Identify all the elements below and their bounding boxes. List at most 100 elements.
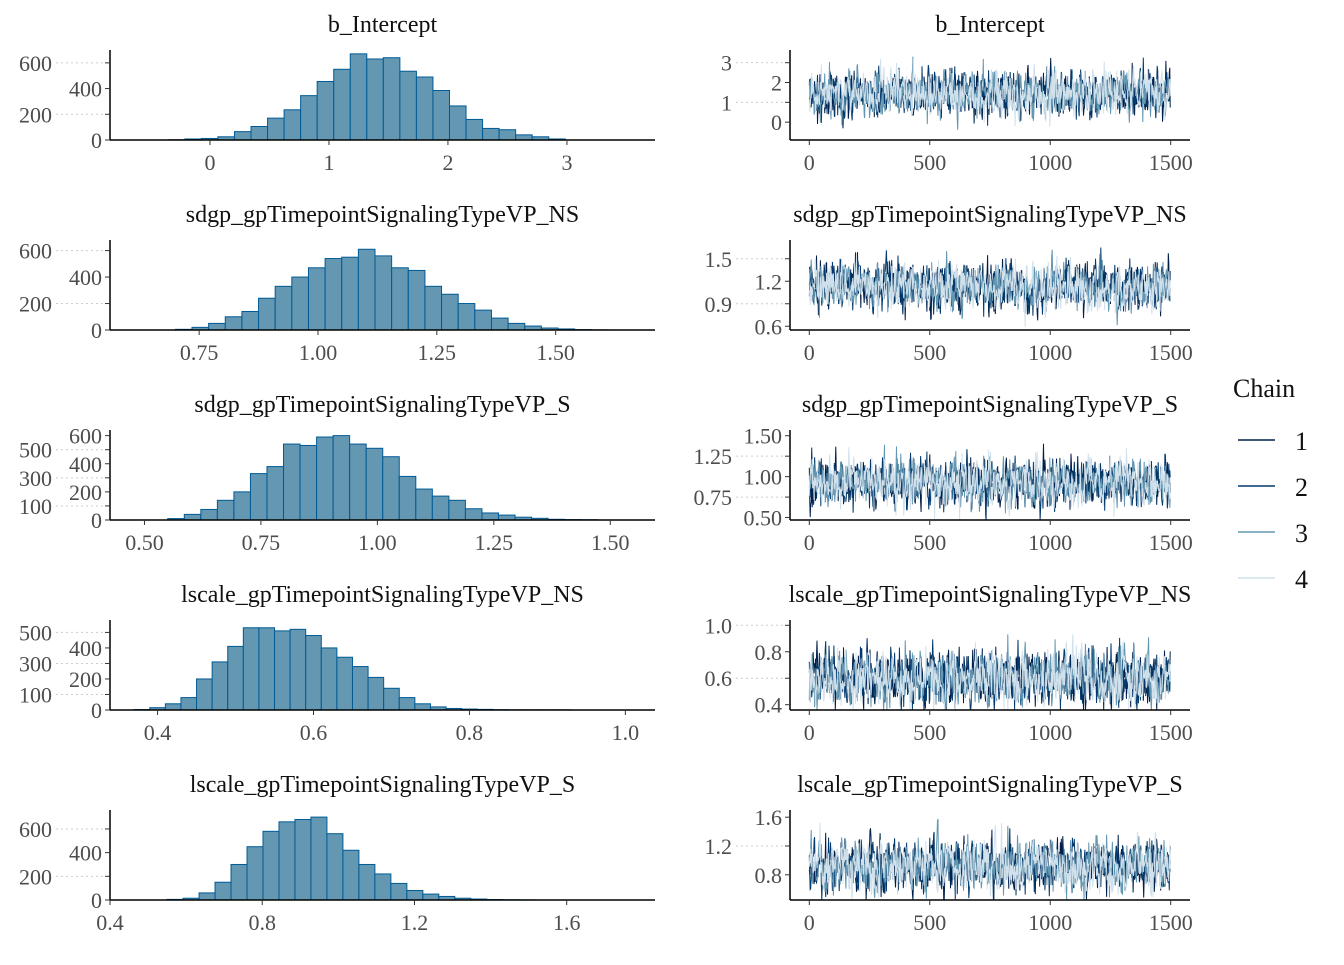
y-tick-label: 0.9 [705, 292, 733, 317]
histogram-bar [483, 128, 500, 140]
histogram-bar [306, 636, 322, 710]
histogram-bar [375, 874, 391, 900]
histogram-bar [415, 704, 431, 710]
trace-title: sdgp_gpTimepointSignalingTypeVP_NS [793, 202, 1186, 228]
histogram-bar [225, 317, 242, 330]
x-tick-label: 0.8 [456, 720, 484, 745]
y-tick-label: 0 [91, 888, 102, 913]
histogram-bar [165, 704, 181, 710]
histogram-bar [375, 256, 392, 330]
x-tick-label: 1.0 [612, 720, 640, 745]
histogram-bar [416, 77, 433, 140]
y-tick-label: 500 [19, 620, 52, 645]
histogram-bar [491, 318, 508, 330]
y-tick-label: 400 [69, 77, 102, 102]
histogram-bar [392, 268, 409, 330]
x-tick-label: 0 [804, 720, 815, 745]
y-tick-label: 1.25 [694, 444, 733, 469]
histogram-bar [201, 509, 218, 520]
x-tick-label: 500 [913, 150, 946, 175]
histogram-bar [432, 496, 449, 520]
x-tick-label: 1.2 [401, 910, 429, 935]
histogram-bar [368, 677, 384, 710]
x-tick-label: 0.75 [242, 530, 281, 555]
y-tick-label: 200 [19, 864, 52, 889]
histogram-bar [231, 864, 247, 900]
y-tick-label: 600 [69, 424, 102, 449]
histogram-bar [423, 894, 439, 900]
histogram-bar [333, 436, 350, 520]
histogram-bar [359, 864, 375, 900]
legend-label: 3 [1295, 519, 1308, 548]
histogram-bar [228, 646, 244, 710]
x-tick-label: 500 [913, 910, 946, 935]
histogram-bar [263, 831, 279, 900]
x-tick-label: 2 [442, 150, 453, 175]
histogram-bar [449, 106, 466, 140]
x-tick-label: 0 [804, 150, 815, 175]
x-tick-label: 0.6 [300, 720, 328, 745]
histogram-bar [292, 277, 309, 330]
histogram-bar [217, 500, 234, 520]
histogram-bar [199, 893, 215, 900]
y-tick-label: 100 [19, 682, 52, 707]
y-tick-label: 1.50 [744, 424, 783, 449]
histogram-bar [234, 132, 251, 140]
x-tick-label: 1.50 [536, 340, 575, 365]
histogram-bar [466, 119, 483, 140]
y-tick-label: 0.50 [744, 506, 783, 531]
histogram-bar [317, 82, 334, 141]
histogram-bar [242, 311, 259, 330]
histogram-bar [400, 71, 417, 140]
y-tick-label: 1.5 [705, 247, 733, 272]
histogram-title: sdgp_gpTimepointSignalingTypeVP_NS [186, 202, 579, 228]
y-tick-label: 0 [91, 698, 102, 723]
y-tick-label: 0 [771, 110, 782, 135]
y-tick-label: 300 [19, 651, 52, 676]
histogram-bar [391, 883, 407, 900]
y-tick-label: 400 [69, 452, 102, 477]
x-tick-label: 1.6 [553, 910, 581, 935]
y-tick-label: 1.00 [744, 465, 783, 490]
histogram-bar [275, 286, 292, 330]
x-tick-label: 1.25 [418, 340, 457, 365]
x-tick-label: 0.50 [125, 530, 164, 555]
histogram-bar [317, 437, 334, 520]
histogram-bar [343, 850, 359, 900]
histogram-bar [350, 444, 367, 520]
y-tick-label: 0.6 [705, 666, 733, 691]
legend-title: Chain [1233, 374, 1295, 403]
histogram-bar [425, 286, 442, 330]
histogram-bar [366, 448, 383, 520]
histogram-bar [358, 249, 375, 330]
histogram-bar [181, 698, 197, 710]
histogram-bar [433, 91, 450, 141]
y-tick-label: 0.4 [755, 693, 783, 718]
x-tick-label: 1000 [1028, 910, 1072, 935]
x-tick-label: 0.8 [248, 910, 276, 935]
histogram-bar [327, 834, 343, 900]
histogram-bar [516, 135, 533, 140]
histogram-bar [247, 847, 263, 900]
trace-title: sdgp_gpTimepointSignalingTypeVP_S [802, 392, 1178, 418]
x-tick-label: 1000 [1028, 340, 1072, 365]
y-tick-label: 400 [69, 841, 102, 866]
x-tick-label: 500 [913, 340, 946, 365]
x-tick-label: 3 [561, 150, 572, 175]
y-tick-label: 300 [19, 466, 52, 491]
y-tick-label: 0.8 [755, 863, 783, 888]
y-tick-label: 0.6 [755, 314, 783, 339]
y-tick-label: 200 [69, 667, 102, 692]
histogram-bar [300, 445, 317, 520]
histogram-bar [508, 323, 525, 330]
y-tick-label: 2 [771, 71, 782, 96]
x-tick-label: 500 [913, 530, 946, 555]
